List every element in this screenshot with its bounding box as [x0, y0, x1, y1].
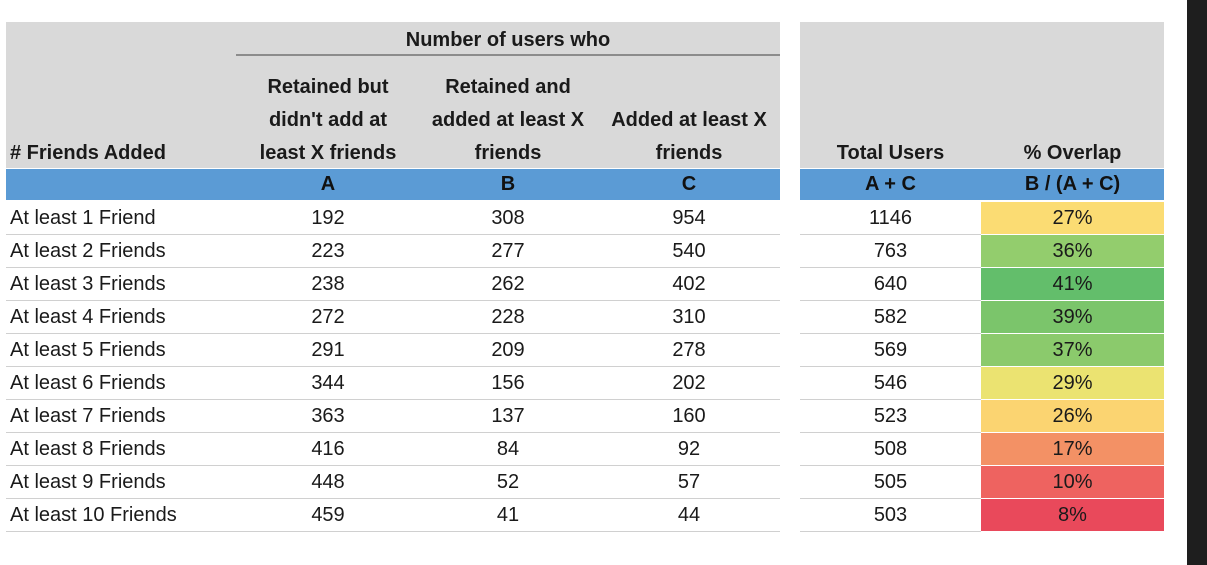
- cell-c: 278: [672, 339, 706, 361]
- letter-total: A + C: [865, 173, 916, 195]
- cell-c: 402: [672, 273, 706, 295]
- cell-b: 52: [496, 471, 520, 493]
- table-row: At least 5 Friends 291 209 278: [6, 334, 780, 367]
- cell-b: 137: [491, 405, 525, 427]
- cell-total: 640: [873, 273, 908, 295]
- table-row: At least 8 Friends 416 84 92: [6, 433, 780, 466]
- cell-a: 223: [311, 240, 345, 262]
- letter-band-left: [6, 169, 780, 200]
- total-cell-row: 640: [800, 268, 981, 301]
- cell-c: 310: [672, 306, 706, 328]
- row-label: At least 7 Friends: [10, 405, 166, 427]
- cell-c: 44: [677, 504, 701, 526]
- group-header: Number of users who: [236, 26, 780, 56]
- table-row: At least 6 Friends 344 156 202: [6, 367, 780, 400]
- table-row: At least 2 Friends 223 277 540: [6, 235, 780, 268]
- cell-b: 156: [491, 372, 525, 394]
- cell-a: 291: [311, 339, 345, 361]
- row-label: At least 5 Friends: [10, 339, 166, 361]
- header-col-b: Retained and added at least X friends: [431, 76, 585, 164]
- cell-total: 523: [873, 405, 908, 427]
- total-cell-row: 1146: [800, 202, 981, 235]
- total-cell-row: 523: [800, 400, 981, 433]
- right-header-panel: [800, 22, 1164, 168]
- row-label: At least 1 Friend: [10, 207, 156, 229]
- cell-b: 209: [491, 339, 525, 361]
- cell-c: 57: [677, 471, 701, 493]
- header-overlap: % Overlap: [1023, 142, 1122, 164]
- cell-a: 459: [311, 504, 345, 526]
- header-friends-added: # Friends Added: [10, 142, 166, 164]
- window-scrollbar[interactable]: [1187, 0, 1207, 565]
- cell-a: 363: [311, 405, 345, 427]
- cell-total: 569: [873, 339, 908, 361]
- left-header-panel: [6, 22, 780, 168]
- total-cell-row: 508: [800, 433, 981, 466]
- table-row: At least 1 Friend 192 308 954: [6, 202, 780, 235]
- row-label: At least 2 Friends: [10, 240, 166, 262]
- table-row: At least 4 Friends 272 228 310: [6, 301, 780, 334]
- total-cell-row: 503: [800, 499, 981, 532]
- total-cell-row: 569: [800, 334, 981, 367]
- letter-overlap: B / (A + C): [1024, 173, 1121, 195]
- cell-total: 1146: [868, 207, 912, 229]
- cell-overlap: 26%: [981, 400, 1164, 433]
- letter-a: A: [320, 173, 336, 195]
- cell-overlap: 10%: [981, 466, 1164, 499]
- row-label: At least 9 Friends: [10, 471, 166, 493]
- cell-total: 505: [873, 471, 908, 493]
- total-cell-row: 505: [800, 466, 981, 499]
- cell-total: 763: [873, 240, 908, 262]
- row-label: At least 4 Friends: [10, 306, 166, 328]
- cell-a: 238: [311, 273, 345, 295]
- cell-total: 508: [873, 438, 908, 460]
- cell-total: 582: [873, 306, 908, 328]
- cell-b: 84: [496, 438, 520, 460]
- cell-a: 272: [311, 306, 345, 328]
- table-row: At least 10 Friends 459 41 44: [6, 499, 780, 532]
- header-total-users: Total Users: [836, 142, 945, 164]
- cell-b: 308: [491, 207, 525, 229]
- cell-b: 262: [491, 273, 525, 295]
- row-label: At least 8 Friends: [10, 438, 166, 460]
- cell-overlap: 39%: [981, 301, 1164, 334]
- total-cell-row: 763: [800, 235, 981, 268]
- cell-c: 540: [672, 240, 706, 262]
- row-label: At least 3 Friends: [10, 273, 166, 295]
- cell-a: 448: [311, 471, 345, 493]
- cell-a: 416: [311, 438, 345, 460]
- row-label: At least 6 Friends: [10, 372, 166, 394]
- cell-c: 160: [672, 405, 706, 427]
- header-col-a: Retained but didn't add at least X frien…: [259, 76, 397, 164]
- cell-overlap: 41%: [981, 268, 1164, 301]
- row-label: At least 10 Friends: [10, 504, 177, 526]
- letter-band-right: [800, 169, 1164, 200]
- cell-a: 344: [311, 372, 345, 394]
- cell-overlap: 29%: [981, 367, 1164, 400]
- table-row: At least 3 Friends 238 262 402: [6, 268, 780, 301]
- cell-b: 41: [496, 504, 520, 526]
- cell-overlap: 27%: [981, 202, 1164, 235]
- cell-total: 546: [873, 372, 908, 394]
- cell-overlap: 37%: [981, 334, 1164, 367]
- cell-c: 954: [672, 207, 706, 229]
- cell-b: 277: [491, 240, 525, 262]
- cell-a: 192: [311, 207, 345, 229]
- cell-c: 92: [677, 438, 701, 460]
- header-col-c: Added at least X friends: [611, 109, 767, 164]
- letter-c: C: [681, 173, 697, 195]
- cell-overlap: 8%: [981, 499, 1164, 532]
- letter-b: B: [500, 173, 516, 195]
- table-row: At least 9 Friends 448 52 57: [6, 466, 780, 499]
- cell-total: 503: [873, 504, 908, 526]
- total-cell-row: 582: [800, 301, 981, 334]
- cell-c: 202: [672, 372, 706, 394]
- cell-overlap: 36%: [981, 235, 1164, 268]
- cell-b: 228: [491, 306, 525, 328]
- total-cell-row: 546: [800, 367, 981, 400]
- table-row: At least 7 Friends 363 137 160: [6, 400, 780, 433]
- cell-overlap: 17%: [981, 433, 1164, 466]
